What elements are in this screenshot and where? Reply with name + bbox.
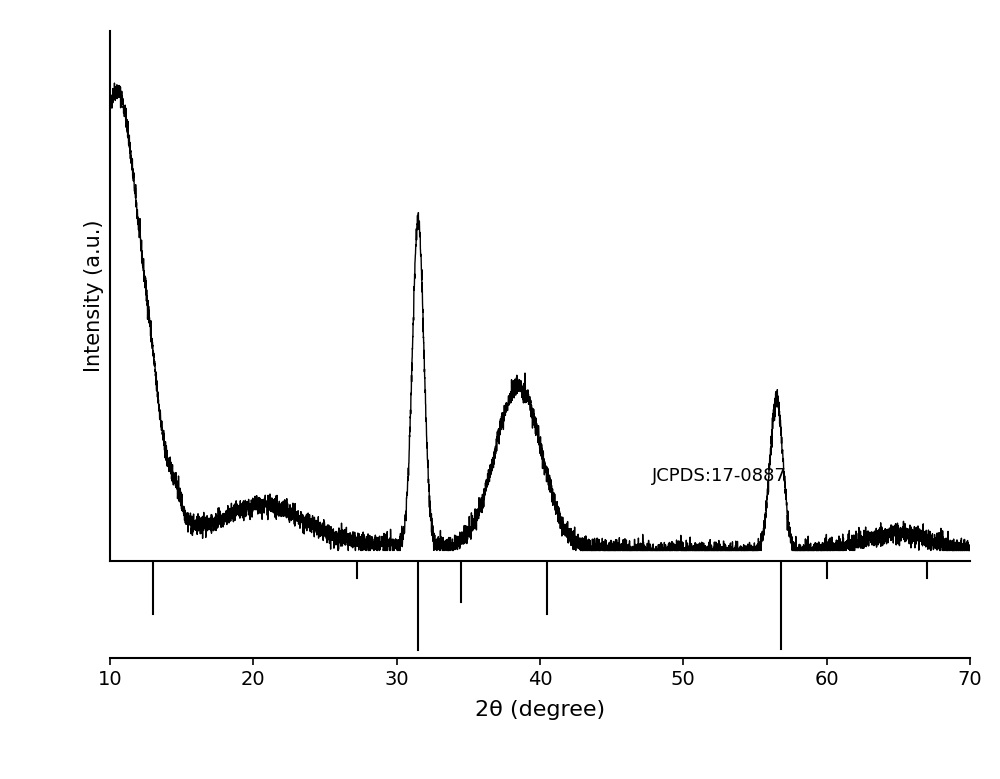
Text: JCPDS:17-0887: JCPDS:17-0887 xyxy=(652,467,787,485)
Y-axis label: Intensity (a.u.): Intensity (a.u.) xyxy=(84,220,104,372)
X-axis label: 2θ (degree): 2θ (degree) xyxy=(475,700,605,720)
